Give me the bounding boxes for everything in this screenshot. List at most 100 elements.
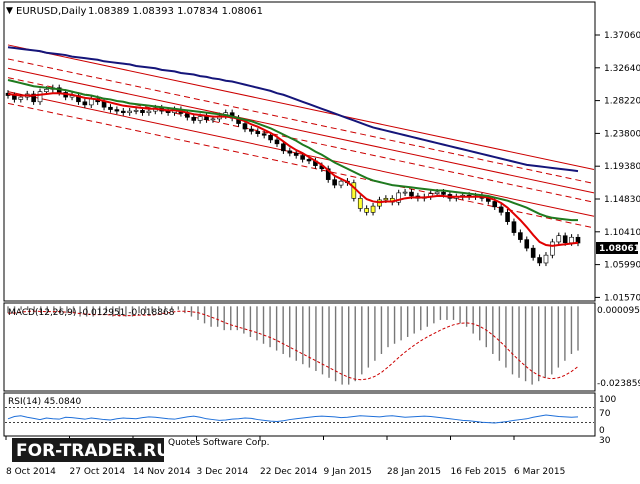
macd-pane[interactable] [3,302,596,392]
main-pane[interactable] [3,1,596,302]
candle-body [524,239,530,249]
time-label: 22 Dec 2014 [260,467,318,477]
price-axis: 1.37060 1.32640 1.28220 1.23800 1.19380 1.148… [595,31,640,303]
candle-body [140,110,145,113]
rsi-title: RSI(14) 45.0840 [8,397,81,407]
ma_slow-line [7,79,578,222]
candle-body [101,101,107,108]
candle-body [434,191,440,194]
candle-body [383,198,389,201]
price-label: 1.23800 [604,129,640,139]
candle-body [569,236,574,244]
candle-body [268,134,273,141]
price-label: 1.01570 [604,293,640,303]
macd-scale-bottom: -0.023859 [597,379,640,389]
symbol-timeframe: EURUSD,Daily [16,6,87,17]
candle-body [550,241,555,256]
candle-body [274,139,280,145]
candle-body [31,93,36,103]
software-credit: Quotes Software Corp. [168,438,270,448]
candle-body [357,198,363,209]
time-axis: 8 Oct 2014 27 Oct 2014 14 Nov 2014 3 Dec 20… [5,436,565,477]
regression-channel [7,44,595,229]
time-label: 8 Oct 2014 [6,467,56,477]
watermark-text: FOR-TRADER.RU [16,441,170,461]
candle-body [281,143,286,152]
candle-body [37,91,43,103]
price-label: 1.19380 [604,162,640,172]
ohlc-readout: 1.08389 1.08393 1.07834 1.08061 [88,6,263,17]
time-label: 14 Nov 2014 [133,467,191,477]
macd-scale-top: 0.000095 [597,306,640,316]
candle-body [242,123,248,130]
candle-body [197,116,203,121]
ma_long-line [7,46,579,173]
channel-line [7,44,595,171]
macd-layer [7,306,579,385]
time-label: 3 Dec 2014 [197,467,249,477]
rsi-level-100: 100 [599,395,616,405]
rsi-layer [5,406,594,424]
macd-signal-line [8,310,579,381]
candle-body [204,116,209,120]
rsi-level-70: 70 [599,409,611,419]
rsi-level-30: 30 [599,436,611,446]
time-label: 9 Jan 2015 [324,467,372,477]
candle-body [108,106,113,110]
price-label: 1.14830 [604,195,640,205]
candle-body [370,205,376,213]
candle-body [441,191,446,195]
candle-body [396,192,401,203]
candle-body [120,110,126,113]
candle-body [556,235,562,243]
time-label: 27 Oct 2014 [70,467,126,477]
price-label: 1.28220 [604,97,640,107]
moving-averages-layer [7,46,579,247]
rsi-line [7,414,579,424]
candle-body [114,109,120,112]
candle-body [165,110,171,113]
rsi-level-0: 0 [599,426,605,436]
candle-body [146,110,152,113]
candle-body [255,131,261,135]
candle-body [511,221,517,233]
candle-body [492,201,498,208]
price-label: 1.10410 [604,228,640,238]
current-price-label-bg [596,242,638,254]
candle-body [44,89,49,92]
watermark-bg [12,438,164,462]
candle-body [402,191,408,194]
candle-body [210,118,216,121]
channel-line [7,91,595,217]
candle-body [325,168,331,180]
candle-body [543,254,549,264]
candle-body [364,208,369,213]
candle-body [332,179,337,186]
candle-body [505,212,510,222]
candle-body [338,180,344,186]
time-label: 6 Mar 2015 [514,467,565,477]
candle-body [287,150,293,154]
time-label: 28 Jan 2015 [387,467,441,477]
price-label: 1.05990 [604,261,640,271]
candle-body [537,257,542,264]
candle-body [261,133,267,136]
candle-body [518,232,523,240]
rsi-pane[interactable] [3,392,596,437]
candle-body [498,206,504,213]
macd-title: MACD(12,26,9) -0.012951 -0.018868 [8,308,175,318]
candle-body [306,159,312,162]
channel-line [7,67,595,194]
candle-body [300,155,305,160]
time-label: 16 Feb 2015 [451,467,507,477]
price-label: 1.32640 [604,64,640,74]
candle-body [133,110,139,112]
candle-body [562,235,568,244]
candle-body [409,191,414,197]
candle-body [18,96,24,100]
candle-body [12,95,17,100]
candle-body [82,101,88,106]
